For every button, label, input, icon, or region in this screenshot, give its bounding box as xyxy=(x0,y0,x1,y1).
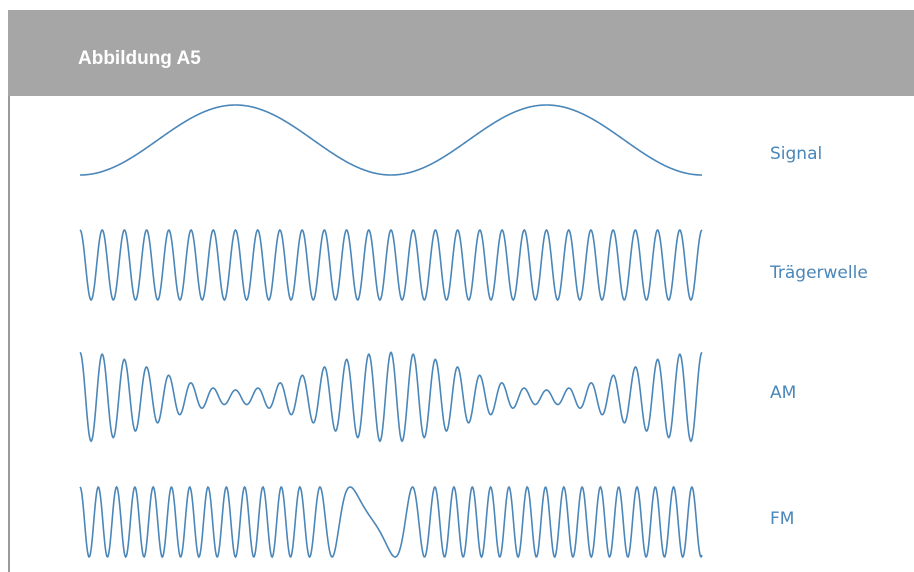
signal-wave xyxy=(80,104,702,176)
label-am: AM xyxy=(770,383,797,403)
label-carrier: Trägerwelle xyxy=(770,263,868,283)
figure-title: Abbildung A5 xyxy=(78,48,201,69)
fm-wave xyxy=(79,485,703,559)
left-border xyxy=(8,96,10,572)
am-wave xyxy=(79,351,703,443)
top-strip xyxy=(0,0,914,10)
carrier-wave xyxy=(79,228,703,302)
label-fm: FM xyxy=(770,509,795,529)
label-signal: Signal xyxy=(770,144,823,164)
figure-header: Abbildung A5 xyxy=(8,10,914,96)
